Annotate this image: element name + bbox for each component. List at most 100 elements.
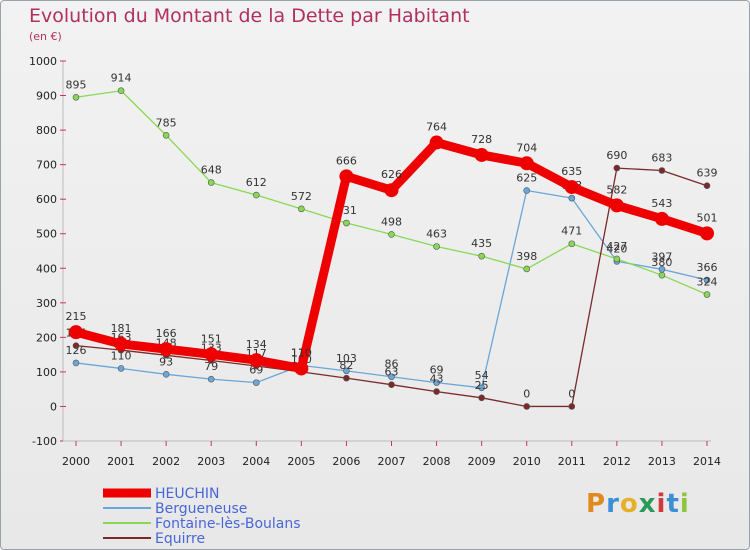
data-point: [343, 367, 350, 375]
data-point: [700, 226, 714, 241]
data-point: [474, 147, 489, 162]
x-tick-label: 2003: [197, 455, 225, 468]
data-label: 427: [606, 240, 627, 253]
data-point: [703, 276, 711, 284]
y-tick-label: 300: [36, 297, 57, 310]
y-tick-label: -100: [32, 435, 57, 448]
data-point: [703, 182, 711, 190]
data-point: [72, 342, 80, 349]
data-point: [613, 164, 621, 172]
data-label: 110: [111, 349, 132, 362]
data-point: [159, 342, 174, 357]
data-label: 25: [475, 379, 489, 392]
data-label: 54: [475, 369, 489, 382]
data-label: 785: [156, 116, 177, 129]
data-point: [72, 93, 80, 101]
data-point: [298, 205, 305, 213]
data-point: [294, 361, 309, 376]
data-point: [72, 359, 80, 367]
data-point: [388, 381, 395, 388]
data-label: 110: [291, 346, 312, 359]
data-point: [568, 403, 576, 410]
data-point: [658, 167, 666, 174]
data-point: [654, 211, 669, 226]
data-label: 86: [385, 358, 399, 371]
y-tick-label: 100: [36, 366, 57, 379]
legend-label: Bergueneuse: [155, 501, 247, 517]
data-point: [249, 353, 264, 368]
data-point: [117, 365, 125, 372]
x-tick-label: 2009: [468, 455, 496, 468]
data-label: 895: [66, 78, 87, 91]
x-tick-label: 2010: [513, 455, 541, 468]
data-point: [519, 156, 534, 171]
data-label: 134: [246, 338, 267, 351]
data-label: 126: [66, 344, 87, 357]
data-point: [523, 403, 531, 410]
data-point: [162, 371, 170, 378]
data-label: 0: [523, 387, 530, 400]
data-point: [564, 180, 579, 195]
data-point: [343, 374, 350, 382]
data-point: [613, 255, 621, 263]
data-label: 435: [471, 237, 492, 250]
x-tick-label: 2002: [152, 455, 180, 468]
data-point: [207, 375, 215, 383]
data-point: [478, 384, 485, 392]
y-tick-label: 400: [36, 262, 57, 275]
data-point: [252, 191, 260, 199]
data-point: [388, 231, 395, 238]
data-point: [478, 252, 485, 260]
data-label: 0: [568, 387, 575, 400]
data-point: [69, 325, 83, 340]
data-label: 151: [201, 332, 222, 345]
data-label: 764: [426, 121, 447, 134]
data-point: [433, 388, 440, 395]
data-point: [384, 183, 399, 198]
x-tick-label: 2011: [558, 455, 586, 468]
data-point: [204, 347, 219, 362]
data-point: [429, 135, 444, 150]
data-label: 471: [561, 225, 582, 238]
x-tick-label: 2000: [62, 455, 90, 468]
data-label: 397: [651, 250, 672, 263]
data-point: [433, 379, 440, 386]
proxiti-logo: Proxiti: [586, 489, 690, 519]
data-label: 543: [651, 197, 672, 210]
data-point: [252, 379, 260, 386]
y-tick-label: 200: [36, 331, 57, 344]
data-label: 215: [66, 310, 87, 323]
data-label: 612: [246, 176, 267, 189]
data-label: 463: [426, 228, 447, 241]
data-point: [433, 243, 440, 250]
data-label: 69: [430, 364, 444, 377]
y-tick-label: 600: [36, 193, 57, 206]
y-tick-label: 700: [36, 159, 57, 172]
data-point: [568, 194, 576, 202]
data-point: [114, 336, 129, 351]
data-label: 380: [651, 256, 672, 269]
legend-label: Fontaine-lès-Boulans: [155, 516, 301, 532]
x-tick-label: 2008: [423, 455, 451, 468]
data-label: 324: [697, 276, 718, 289]
chart-title: Evolution du Montant de la Dette par Hab…: [29, 5, 470, 27]
data-label: 103: [336, 352, 357, 365]
y-tick-label: 900: [36, 90, 57, 103]
data-point: [703, 291, 711, 298]
data-label: 79: [204, 360, 218, 373]
data-label: 690: [606, 149, 627, 162]
data-point: [117, 87, 125, 95]
data-label: 93: [159, 355, 173, 368]
data-label: 181: [111, 322, 132, 335]
data-label: 43: [430, 373, 444, 386]
data-label: 420: [606, 242, 627, 255]
data-point: [478, 394, 485, 402]
y-tick-label: 800: [36, 124, 57, 137]
legend-label: Equirre: [155, 531, 205, 547]
data-point: [207, 179, 215, 186]
data-point: [339, 169, 354, 184]
y-tick-label: 1000: [29, 55, 57, 68]
data-label: 63: [385, 366, 399, 379]
data-point: [568, 240, 576, 248]
